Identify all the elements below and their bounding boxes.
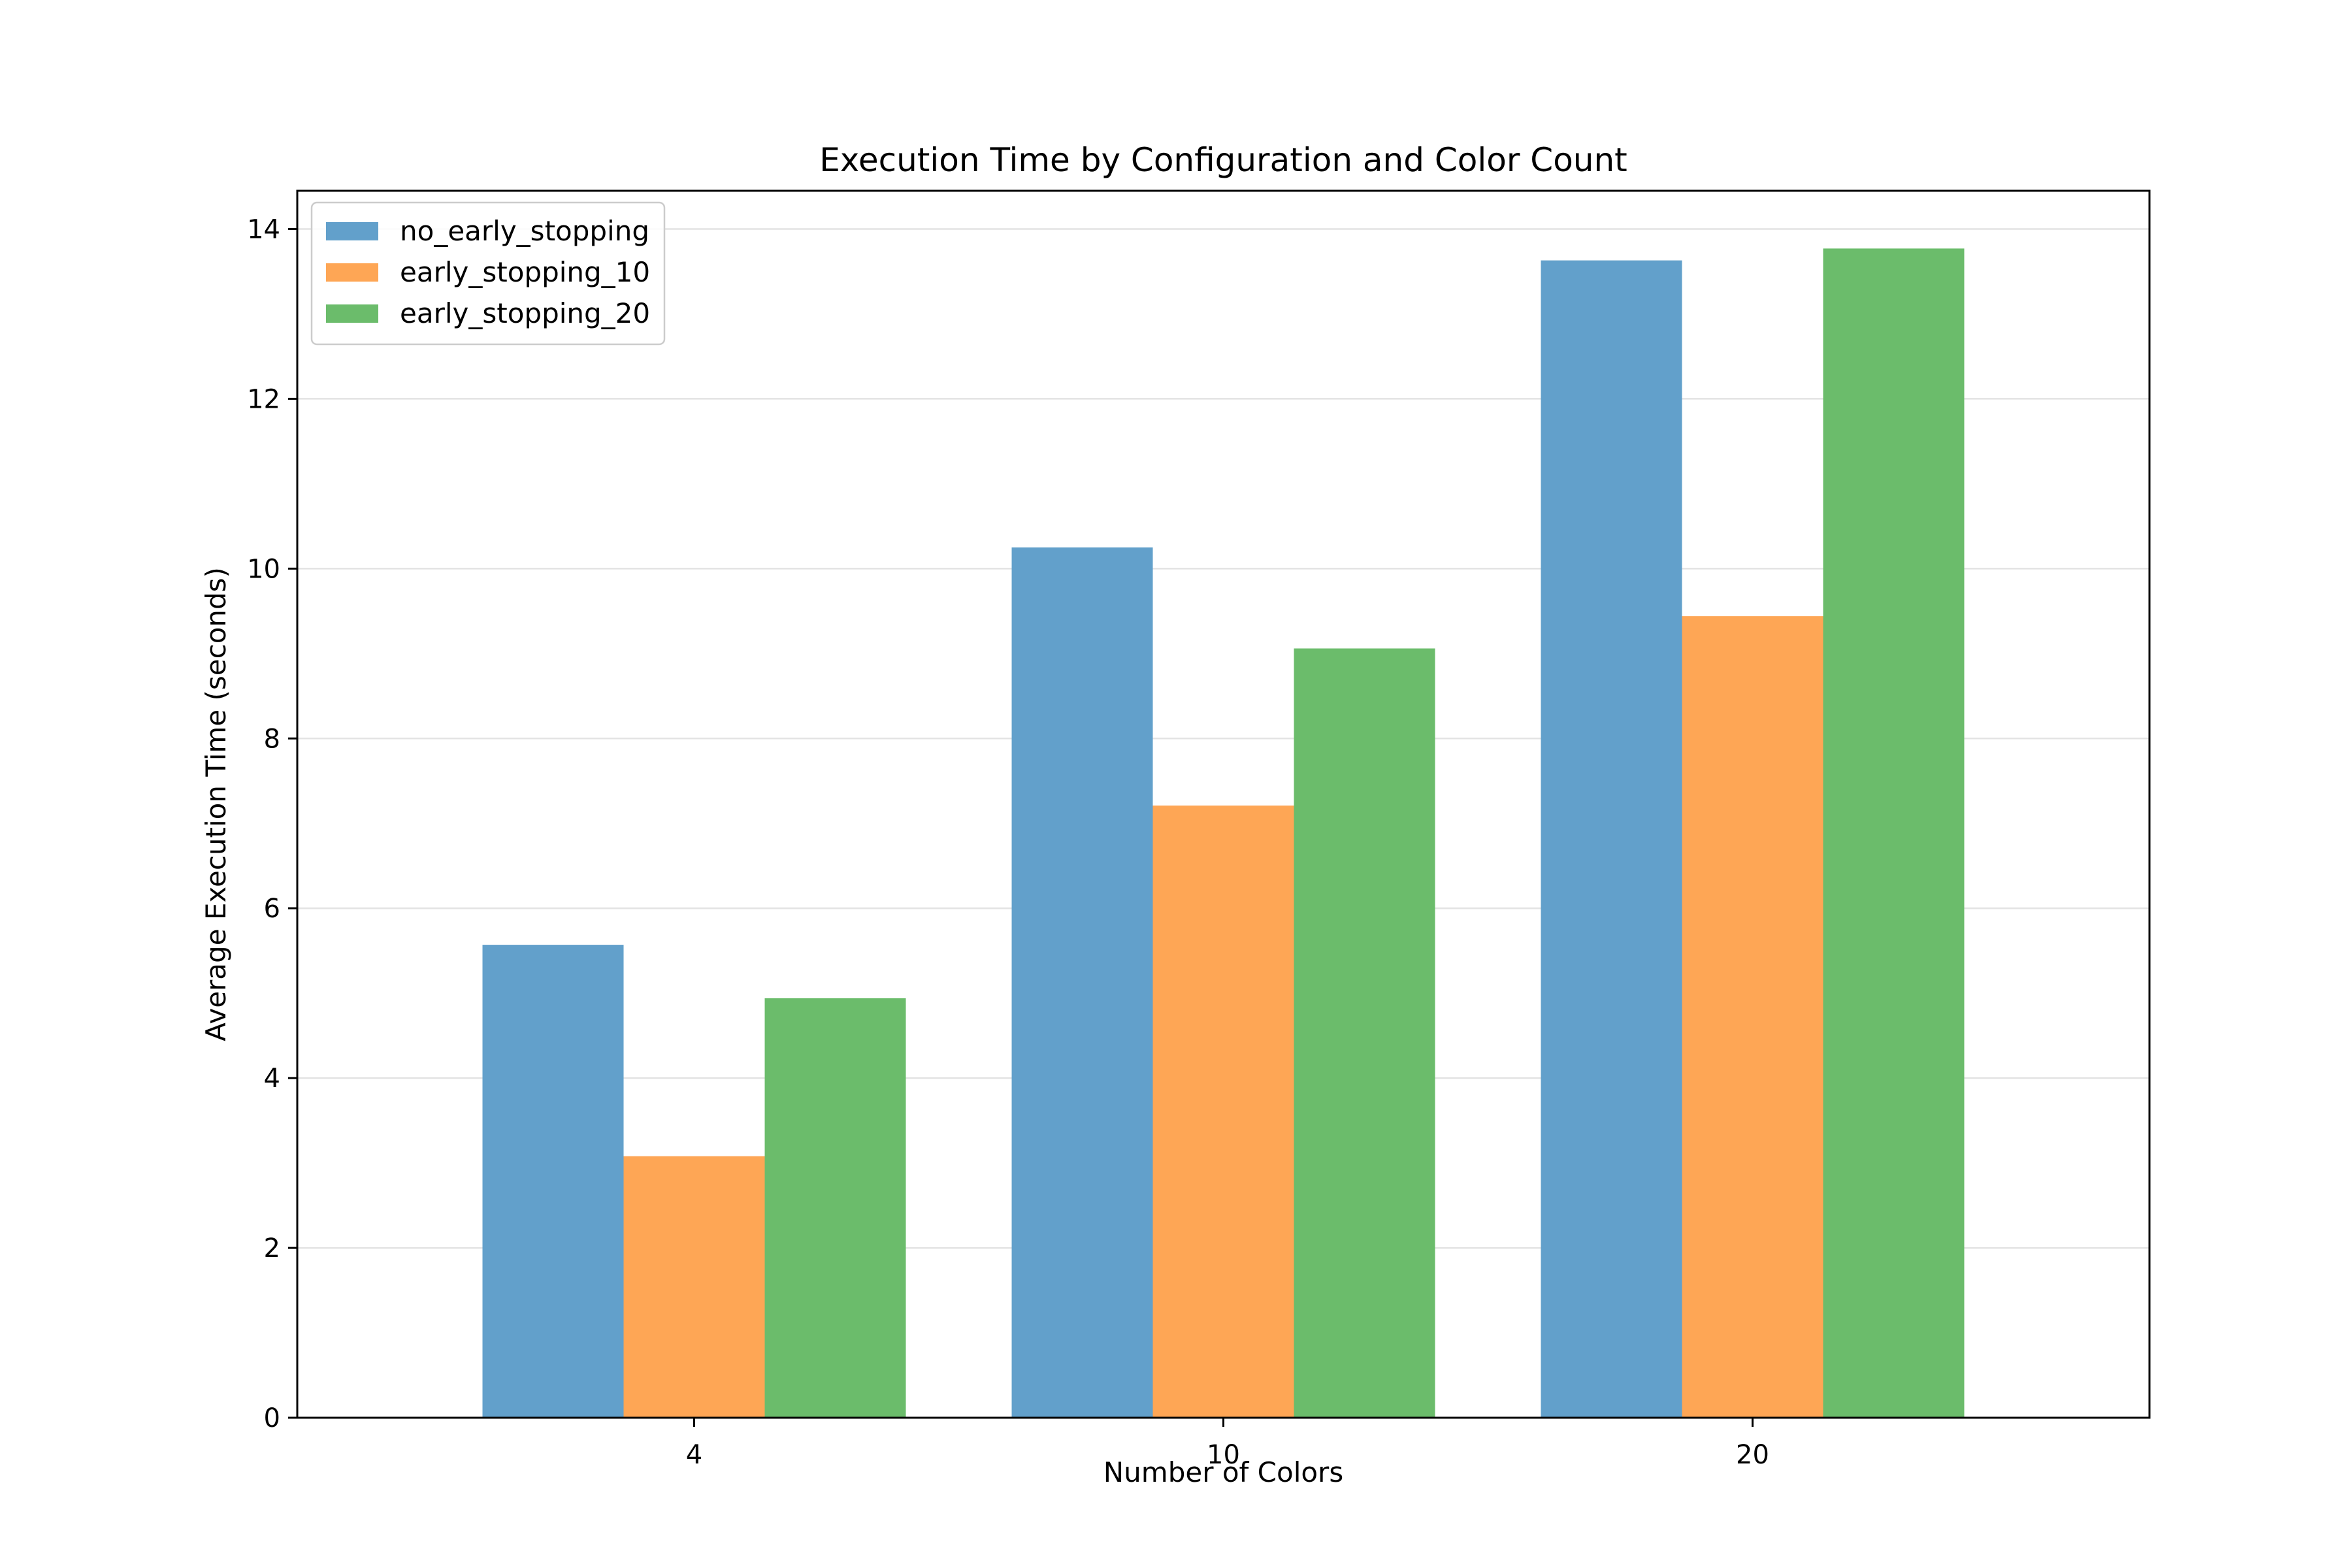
bar-early_stopping_10-4 [623,1156,765,1418]
legend-label-early_stopping_20: early_stopping_20 [400,297,650,329]
bar-no_early_stopping-10 [1011,547,1153,1418]
y-tick-label: 2 [264,1233,280,1264]
x-axis-label: Number of Colors [1103,1456,1343,1488]
legend-swatch-no_early_stopping [326,222,378,240]
bar-no_early_stopping-4 [482,945,624,1418]
chart-title: Execution Time by Configuration and Colo… [819,141,1627,179]
y-tick-label: 10 [247,554,280,584]
y-axis-label: Average Execution Time (seconds) [200,567,232,1041]
bar-early_stopping_20-20 [1823,248,1965,1418]
legend-label-early_stopping_10: early_stopping_10 [400,256,650,288]
x-tick-label: 10 [1207,1440,1240,1470]
y-tick-label: 8 [264,724,280,754]
legend-box [310,201,666,346]
y-tick-label: 12 [247,384,280,414]
y-tick-label: 6 [264,894,280,924]
x-tick-label: 20 [1736,1440,1769,1470]
bar-early_stopping_10-10 [1152,805,1294,1418]
legend-label-no_early_stopping: no_early_stopping [400,215,649,247]
legend: no_early_stopping early_stopping_10 early_… [310,201,666,346]
y-tick-label: 0 [264,1403,280,1433]
bar-early_stopping_20-10 [1294,648,1435,1418]
y-tick-label: 14 [247,214,280,244]
x-tick-label: 4 [686,1440,702,1470]
legend-swatch-early_stopping_10 [326,263,378,282]
y-tick-label: 4 [264,1064,280,1094]
legend-swatch-early_stopping_20 [326,304,378,323]
axis-ticks: 0 2 4 6 8 10 12 14 4 10 20 [247,214,1769,1470]
bar-no_early_stopping-20 [1541,260,1682,1418]
bar-early_stopping_20-4 [764,998,906,1418]
bars [482,248,1965,1418]
bar-early_stopping_10-20 [1682,616,1823,1418]
